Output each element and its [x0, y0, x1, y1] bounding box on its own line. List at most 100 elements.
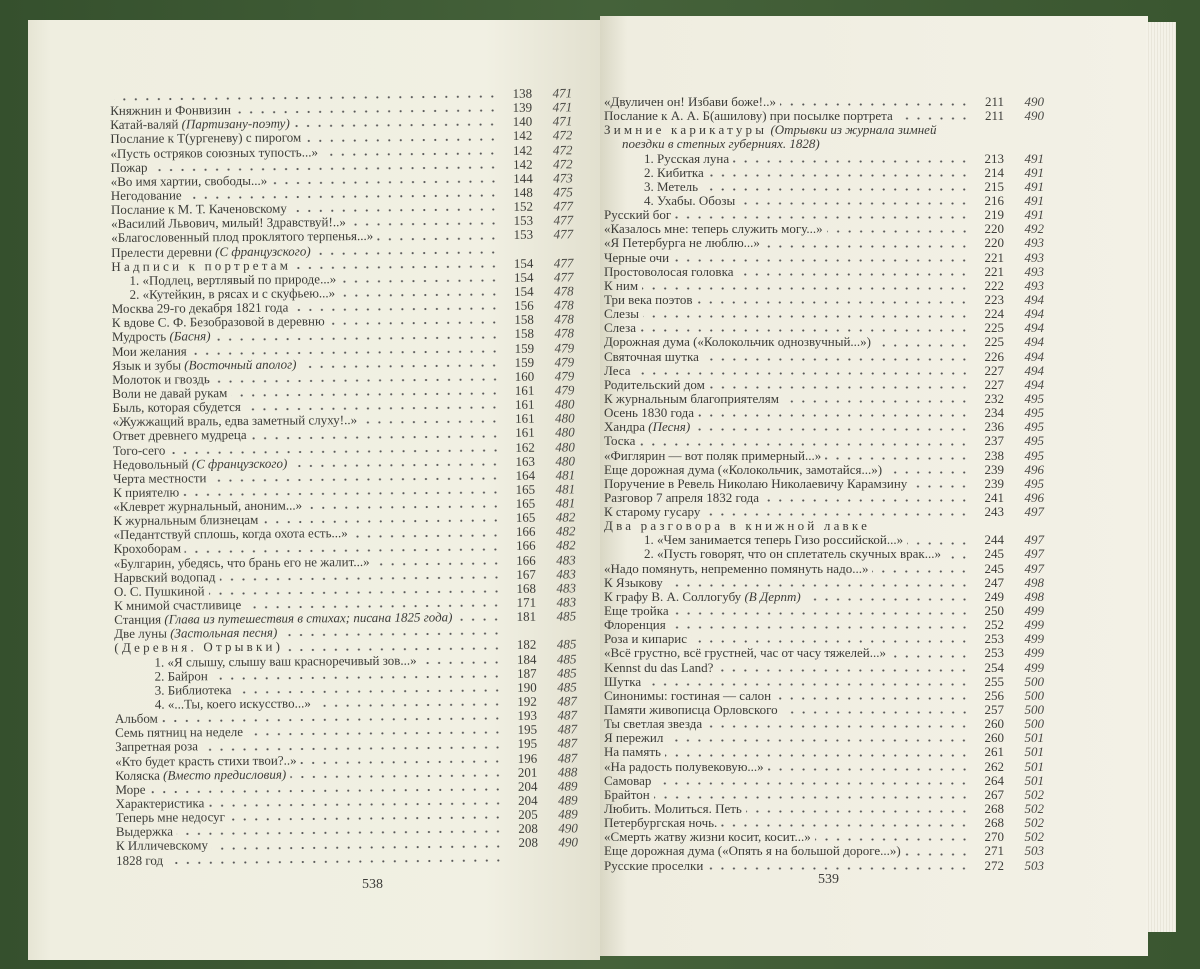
- dot-leader: [675, 216, 970, 220]
- commentary-page: 490: [1024, 108, 1045, 124]
- entry-title-text: «Я Петербурга не люблю...»: [604, 235, 760, 251]
- text-page: 253: [984, 645, 1005, 661]
- text-page: 166: [516, 552, 536, 568]
- entry-title: 2. «Пусть говорят, что он сплетатель ску…: [604, 547, 941, 561]
- text-page: 221: [984, 263, 1005, 279]
- commentary-page: 496: [1024, 489, 1045, 505]
- text-page: 163: [515, 453, 535, 469]
- toc-entry: Святочная шутка 226 494: [604, 348, 1044, 364]
- left-page-number: 538: [362, 877, 383, 892]
- text-page: 164: [515, 467, 536, 483]
- commentary-page: 487: [557, 749, 578, 766]
- dot-leader: [271, 179, 499, 185]
- commentary-page: 497: [1024, 560, 1045, 576]
- text-page: 222: [984, 277, 1005, 293]
- entry-title-text: «На радость полувековую...»: [604, 758, 764, 774]
- dot-leader: [328, 321, 500, 326]
- dot-leader: [114, 95, 499, 102]
- entry-note: (С французского): [215, 242, 311, 259]
- dot-leader: [702, 187, 970, 191]
- text-page: 215: [984, 178, 1005, 194]
- commentary-page: 503: [1024, 857, 1045, 873]
- toc-entry: 2. «Пусть говорят, что он сплетатель ску…: [604, 546, 1044, 562]
- commentary-page: 477: [553, 226, 574, 242]
- commentary-page: 479: [554, 339, 575, 356]
- entry-title-text: Послание к А. А. Б(ашилову) при посылке …: [604, 108, 893, 124]
- dot-leader: [667, 739, 970, 743]
- commentary-page: 485: [556, 636, 577, 652]
- toc-entry: К ним 222 493: [604, 277, 1044, 293]
- entry-title-text: Альбом: [114, 710, 158, 727]
- entry-title-text: Негодование: [110, 187, 182, 203]
- entry-title-text: 1. «Чем занимается теперь Гизо российско…: [644, 532, 904, 548]
- entry-title: Зимние карикатуры (Отрывки из журнала зи…: [604, 123, 936, 137]
- commentary-page: 472: [552, 127, 573, 143]
- text-page: 213: [984, 150, 1005, 166]
- dot-leader: [706, 725, 970, 729]
- toc-entry: Русские проселки 272 503: [604, 857, 1045, 873]
- toc-entry: К старому гусару 243 497: [604, 504, 1044, 520]
- commentary-page: 493: [1024, 235, 1045, 251]
- entry-title-text: Еще тройка: [604, 603, 669, 619]
- commentary-page: 495: [1024, 390, 1045, 406]
- dot-leader: [907, 541, 970, 545]
- commentary-page: 500: [1024, 716, 1045, 732]
- text-page: 216: [984, 192, 1005, 208]
- entry-title-text: Тоска: [604, 433, 636, 449]
- entry-title: «Смерть жатву жизни косит, косит...»: [604, 830, 811, 844]
- entry-title-text: Еще дорожная дума («Опять я на большой д…: [604, 843, 901, 859]
- entry-title-text: 3. Метель: [644, 178, 699, 194]
- dot-leader: [208, 802, 504, 808]
- text-page: 257: [984, 702, 1005, 718]
- dot-leader: [149, 787, 504, 794]
- toc-entry: Слеза 225 494: [604, 321, 1044, 335]
- commentary-page: 491: [1024, 178, 1045, 194]
- dot-leader: [349, 222, 500, 227]
- entry-title: 4. Ухабы. Обозы: [604, 193, 735, 208]
- commentary-page: 472: [552, 141, 573, 158]
- entry-note: (Отрывки из журнала зимней: [767, 122, 937, 138]
- toc-entry: Леса 227 494: [604, 363, 1044, 378]
- toc-entry: Петербургская ночь. 268 502: [604, 816, 1044, 830]
- text-page: 243: [984, 504, 1005, 520]
- text-page: 158: [514, 326, 534, 342]
- toc-entry: Черные очи 221 493: [604, 249, 1044, 265]
- dot-leader: [745, 810, 970, 814]
- dot-leader: [300, 759, 504, 765]
- entry-title-text: Две луны: [114, 625, 171, 642]
- text-page: 226: [984, 348, 1005, 364]
- entry-title-text: «Во имя хартии, свободы...»: [110, 172, 268, 189]
- text-page: 221: [984, 249, 1005, 265]
- entry-title: 2. Кибитка: [604, 165, 704, 180]
- dot-leader: [456, 618, 503, 622]
- entry-title: К Языкову: [604, 575, 663, 590]
- text-page: 201: [517, 764, 538, 780]
- entry-title: К графу В. А. Соллогубу (В Дерпт): [604, 589, 801, 604]
- entry-title: Разговор 7 апреля 1832 года: [604, 490, 759, 505]
- entry-title-text: Синонимы: гостиная — салон: [604, 687, 772, 703]
- dot-leader: [664, 753, 970, 757]
- text-page: 227: [984, 376, 1005, 392]
- dot-leader: [826, 230, 970, 234]
- entry-title-text: Море: [115, 781, 146, 797]
- entry-title-text: К журнальным благоприятелям: [604, 390, 779, 406]
- text-page: 214: [984, 164, 1005, 180]
- toc-entry: Слезы 224 494: [604, 306, 1044, 321]
- dot-leader: [775, 697, 970, 701]
- dot-leader: [250, 434, 501, 440]
- entry-title-text: Крохоборам: [113, 540, 182, 557]
- text-page: 245: [984, 546, 1005, 562]
- dot-leader: [306, 505, 502, 510]
- dot-leader: [634, 371, 970, 375]
- toc-entry: Синонимы: гостиная — салон 256 500: [604, 687, 1044, 703]
- entry-title-text: «Педантствуй сплошь, когда охота есть...…: [113, 525, 348, 543]
- text-page: 220: [984, 221, 1005, 237]
- entry-note: (Песня): [648, 419, 691, 435]
- entry-title: «Педантствуй сплошь, когда охота есть...…: [113, 525, 348, 543]
- commentary-page: 500: [1024, 673, 1045, 689]
- toc-entry: Я пережил 260 501: [604, 731, 1044, 745]
- right-page-number: 539: [818, 872, 839, 887]
- entry-title: Брайтон: [604, 787, 650, 802]
- commentary-page: 501: [1024, 758, 1045, 774]
- commentary-page: 478: [554, 325, 574, 341]
